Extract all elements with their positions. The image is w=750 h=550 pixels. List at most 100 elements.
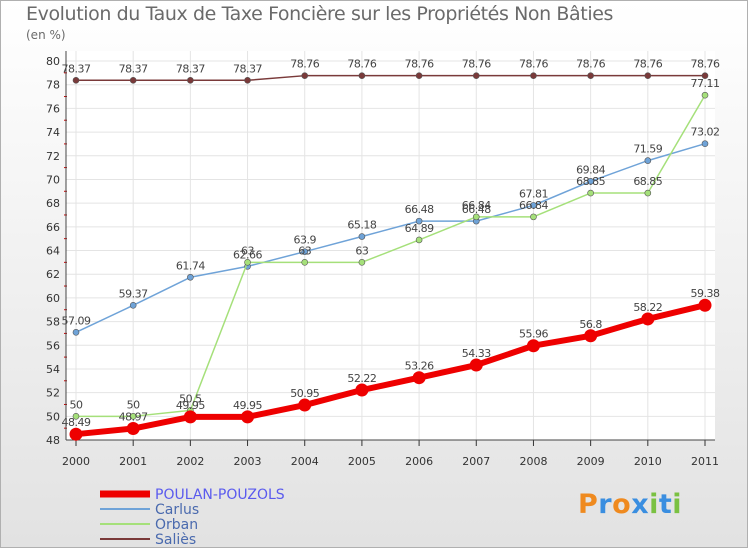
data-label: 50	[127, 398, 140, 411]
data-label: 78.76	[519, 58, 548, 71]
data-label: 78.76	[405, 58, 434, 71]
y-tick-label: 68	[46, 197, 60, 210]
data-label: 57.09	[62, 314, 91, 327]
data-label: 78.76	[691, 58, 720, 71]
data-label: 73.02	[691, 126, 720, 139]
data-label: 78.37	[176, 62, 205, 75]
data-label: 56.8	[579, 318, 602, 331]
data-point	[301, 248, 309, 255]
data-label: 62.66	[233, 248, 262, 261]
x-tick-label: 2002	[176, 455, 204, 468]
data-label: 65.18	[347, 219, 376, 232]
data-label: 50.95	[290, 387, 319, 400]
chart-title: Evolution du Taux de Taxe Foncière sur l…	[26, 3, 614, 25]
data-point	[187, 77, 194, 84]
y-tick-label: 78	[46, 79, 60, 92]
data-label: 63	[355, 244, 368, 257]
series-line	[76, 74, 705, 82]
data-point	[244, 259, 251, 266]
series-line	[75, 142, 706, 334]
x-tick-label: 2004	[291, 455, 319, 468]
y-tick-label: 58	[46, 316, 60, 329]
data-point	[355, 383, 369, 397]
x-tick-label: 2011	[691, 455, 719, 468]
data-label: 49.95	[233, 399, 262, 412]
y-tick-label: 54	[46, 363, 60, 376]
x-tick-label: 2008	[519, 455, 547, 468]
data-point	[587, 189, 594, 197]
x-tick-label: 2009	[577, 455, 605, 468]
y-tick-label: 60	[46, 292, 60, 305]
data-point	[698, 298, 712, 312]
logo-letter: x	[631, 489, 650, 520]
data-label: 66.84	[462, 199, 491, 212]
chart-subtitle: (en %)	[26, 28, 66, 42]
data-point	[472, 72, 480, 79]
y-tick-label: 76	[46, 102, 60, 115]
logo-letter: t	[658, 489, 673, 520]
x-tick-label: 2010	[634, 455, 662, 468]
data-label: 71.59	[633, 143, 662, 156]
y-tick-label: 50	[46, 410, 60, 423]
data-label: 48.97	[119, 411, 148, 424]
data-point	[415, 72, 423, 79]
data-label: 63.9	[293, 234, 316, 247]
data-label: 78.37	[233, 62, 262, 75]
data-point	[358, 259, 366, 266]
data-point	[701, 72, 709, 79]
data-label: 59.38	[691, 287, 720, 300]
legend-label: POULAN-POUZOLS	[155, 487, 285, 503]
data-point	[358, 233, 366, 240]
data-point	[644, 72, 652, 79]
data-point	[187, 273, 194, 281]
data-point	[469, 358, 483, 372]
y-tick-label: 48	[46, 434, 60, 447]
data-point	[526, 339, 540, 353]
x-tick-label: 2000	[62, 455, 90, 468]
data-label: 67.81	[519, 187, 548, 200]
data-label: 54.33	[462, 347, 491, 360]
data-label: 48.49	[62, 416, 91, 429]
data-point	[701, 140, 709, 147]
y-tick-label: 56	[46, 339, 60, 352]
data-point	[530, 202, 537, 209]
data-label: 63	[241, 244, 254, 257]
data-label: 66.84	[519, 199, 548, 212]
legend-label: Saliès	[155, 532, 196, 548]
y-tick-label: 80	[46, 55, 60, 68]
x-tick-label: 2007	[462, 455, 490, 468]
data-point	[126, 422, 140, 436]
logo-letter: i	[649, 489, 659, 520]
data-label: 61.74	[176, 259, 205, 272]
data-point	[129, 77, 137, 84]
data-label: 55.96	[519, 328, 548, 341]
data-point	[244, 77, 251, 84]
x-tick-label: 2006	[405, 455, 433, 468]
data-label: 78.76	[576, 58, 605, 71]
series-line	[76, 94, 706, 418]
data-point	[72, 329, 80, 336]
data-point	[301, 259, 309, 266]
series-line	[75, 302, 706, 438]
data-point	[530, 213, 537, 221]
data-label: 78.76	[347, 58, 376, 71]
data-point	[701, 91, 709, 99]
data-point	[530, 72, 537, 79]
data-point	[298, 398, 312, 412]
y-tick-label: 64	[46, 245, 60, 258]
data-point	[415, 217, 423, 225]
x-tick-label: 2003	[234, 455, 262, 468]
x-tick-label: 2001	[119, 455, 147, 468]
data-point	[129, 302, 137, 309]
data-label: 68.85	[576, 175, 605, 188]
data-point	[69, 427, 83, 441]
y-tick-label: 62	[46, 268, 60, 281]
legend-label: Carlus	[155, 502, 199, 518]
data-label: 63	[298, 244, 311, 257]
y-tick-label: 70	[46, 173, 60, 186]
data-point	[415, 236, 423, 244]
data-label: 64.89	[405, 222, 434, 235]
data-label: 59.37	[119, 287, 148, 300]
data-label: 53.26	[405, 360, 434, 373]
